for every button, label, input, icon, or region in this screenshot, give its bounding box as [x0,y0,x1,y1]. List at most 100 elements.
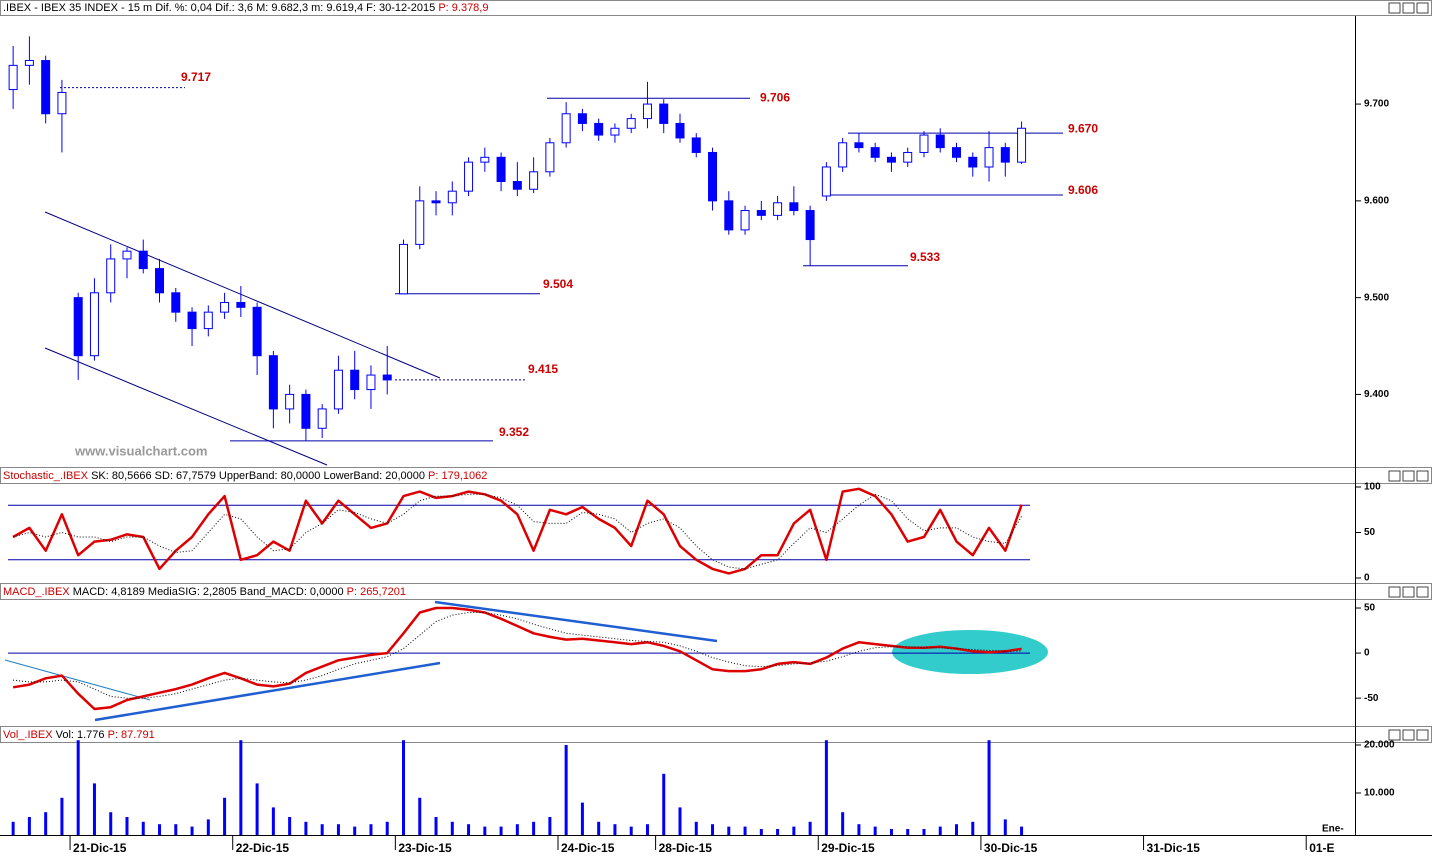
level-label: 9.352 [499,425,529,439]
x-tick-label: 31-Dic-15 [1147,841,1201,855]
volume-bar [141,821,145,835]
series-line [12,487,1023,575]
y-tick-label: 9.700 [1364,99,1389,110]
candle-body [138,250,148,270]
volume-bar [271,807,275,835]
volume-bar [1020,826,1024,835]
volume-bar [759,829,763,835]
volume-bar [678,807,682,835]
volume-bar [499,826,503,835]
candle-body [740,210,750,231]
candle-body [968,156,978,168]
panel-header [0,726,1432,743]
channel-line [44,347,328,466]
candle-body [496,156,506,182]
series-line [12,493,1023,570]
panel-title: Vol_.IBEX Vol: 1.776 P: 87.791 [3,729,155,741]
volume-bar [223,797,227,835]
indicator-p: P: 265,7201 [347,586,406,598]
volume-bar [629,826,633,835]
candle-body [789,202,799,212]
volume-bar [515,824,519,835]
volume-bar [645,824,649,835]
x-tick-label: 01-E [1309,841,1334,855]
indicator-p: P: 179,1062 [428,470,487,482]
volume-bar [564,745,568,835]
candle-body [805,210,815,241]
title: .IBEX - IBEX 35 INDEX - 15 m Dif. %: 0,0… [3,2,435,14]
candle-body [708,151,718,202]
candle-body [187,311,197,330]
level-label: 9.717 [181,70,211,84]
candle-body [431,200,441,204]
candle-body [203,311,213,330]
x-tick-label: 22-Dic-15 [236,841,290,855]
volume-bar [613,824,617,835]
level-label: 9.533 [910,250,940,264]
volume-bar [109,812,113,835]
volume-bar [955,824,959,835]
indicator-name: Vol_.IBEX [3,729,53,741]
volume-bar [125,817,129,835]
volume-bar [662,773,666,835]
indicator-values: Vol: 1.776 [56,729,105,741]
candle-body [838,142,848,168]
channel-line [44,211,441,379]
volume-bar [190,826,194,835]
candle-body [464,161,474,192]
indicator-values: SK: 80,5666 SD: 67,7579 UpperBand: 80,00… [91,470,425,482]
volume-bar [206,819,210,835]
volume-bar [385,821,389,835]
candle-body [415,200,425,245]
x-tick-label: 23-Dic-15 [398,841,452,855]
volume-bar [938,826,942,835]
volume-bar [580,802,584,835]
volume-bar [532,821,536,835]
volume-bar [743,826,747,835]
y-tick-label: 9.500 [1364,292,1389,303]
x-tick-label: 21-Dic-15 [73,841,127,855]
window-buttons[interactable] [1388,2,1429,741]
candle-body [480,156,490,163]
candle-body [220,301,230,313]
level-label: 9.606 [1068,183,1098,197]
candle-body [236,301,246,308]
volume-bar [434,817,438,835]
volume-bar [369,824,373,835]
candle-body [366,374,376,391]
last-price: P: 9.378,9 [438,2,488,14]
series-line [12,606,1022,711]
candle-body [659,103,669,124]
volume-bar [353,826,357,835]
volume-bar [1003,819,1007,835]
candle-body [984,147,994,168]
candle-body [382,374,392,381]
volume-bar [792,826,796,835]
chart-title: .IBEX - IBEX 35 INDEX - 15 m Dif. %: 0,0… [3,2,488,14]
x-tick-label: 24-Dic-15 [561,841,615,855]
candle-body [577,113,587,124]
candle-body [447,190,457,204]
candle-body [594,122,604,136]
candle-body [561,113,571,144]
trend-line [4,659,151,701]
volume-bar [158,824,162,835]
volume-bar [711,824,715,835]
candle-body [8,64,18,91]
level-label: 9.706 [760,90,790,104]
volume-bar [92,783,96,835]
volume-bar [824,740,828,835]
candle-body [773,202,783,216]
candle-body [870,147,880,158]
volume-bar [255,783,259,835]
volume-bar [597,821,601,835]
indicator-name: Stochastic_.IBEX [3,470,89,482]
volume-bar [906,829,910,835]
candle-body [512,180,522,190]
candle-body [821,166,831,197]
volume-bar [288,817,292,835]
candle-body [756,210,766,216]
volume-bar [889,829,893,835]
y-tick-label: 50 [1364,603,1376,614]
